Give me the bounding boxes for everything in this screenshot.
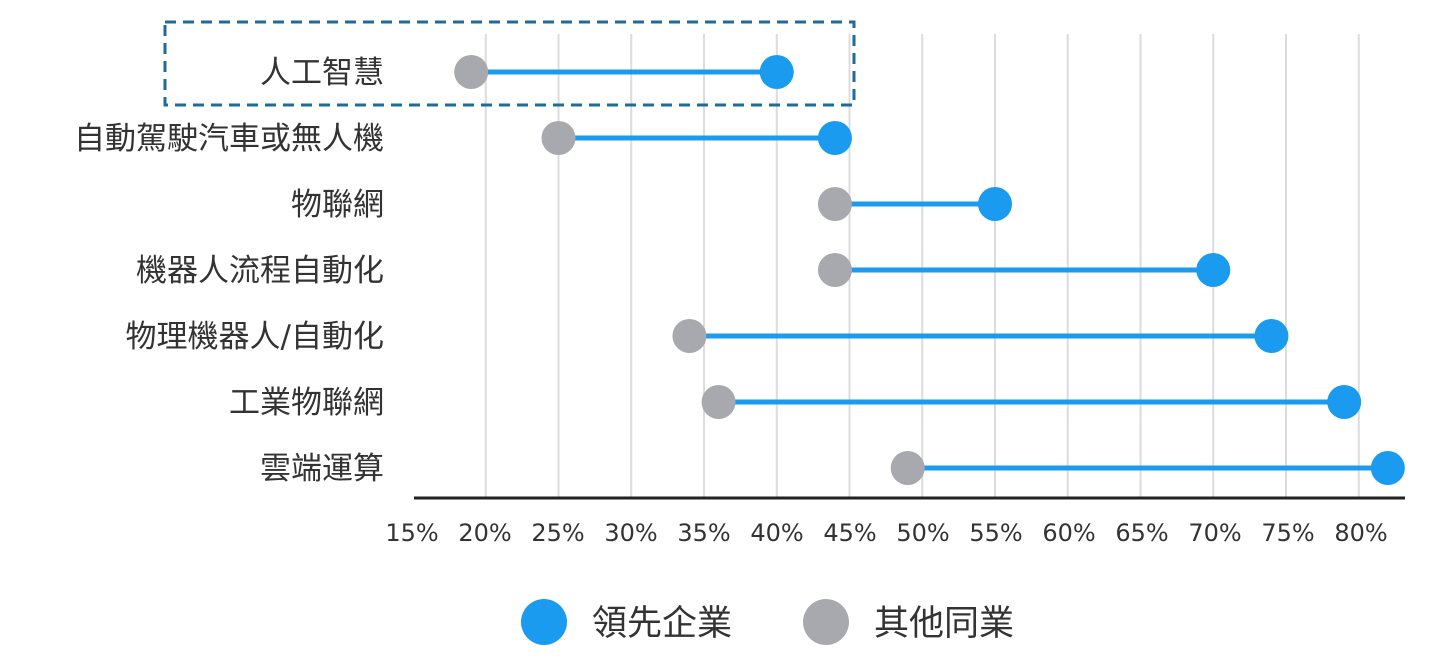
x-tick-label: 20% [458,519,511,547]
point-other-peers [672,319,707,353]
x-tick-label: 35% [677,519,730,547]
x-tick-label: 45% [823,519,876,547]
point-other-peers [541,121,576,155]
point-leading-firms [978,187,1012,221]
x-tick-label: 65% [1115,519,1168,547]
x-tick-label: 15% [385,519,438,547]
x-tick-label: 75% [1261,519,1314,547]
category-label: 物理機器人/自動化 [126,319,384,355]
category-label: 機器人流程自動化 [136,253,384,289]
legend-label-other: 其他同業 [874,604,1014,644]
category-label: 人工智慧 [260,55,384,91]
x-tick-label: 30% [604,519,657,547]
category-label: 物聯網 [291,187,384,223]
point-leading-firms [1370,451,1405,485]
point-other-peers [817,187,852,221]
category-label: 自動駕駛汽車或無人機 [74,121,384,157]
dumbbell-rows: 人工智慧自動駕駛汽車或無人機物聯網機器人流程自動化物理機器人/自動化工業物聯網雲… [74,55,1405,487]
point-leading-firms [759,55,794,89]
point-other-peers [701,385,736,419]
x-tick-label: 50% [896,519,949,547]
highlight-box-group [163,20,856,107]
x-tick-label: 80% [1334,519,1387,547]
legend-swatch-other [803,599,849,645]
point-other-peers [817,253,852,287]
category-label: 工業物聯網 [229,385,384,421]
x-tick-label: 70% [1188,519,1241,547]
category-label: 雲端運算 [260,451,384,487]
x-tick-label: 25% [531,519,584,547]
x-tick-label: 60% [1042,519,1095,547]
x-axis: 15% 20% 25% 30% 35% 40% 45% 50% 55% 60% 65% 70% 75% 8… [385,496,1405,547]
legend: 領先企業 其他同業 [521,599,1014,645]
point-leading-firms [1196,253,1231,287]
point-other-peers [890,451,925,485]
point-leading-firms [1254,319,1289,353]
legend-label-leading: 領先企業 [592,604,732,644]
point-leading-firms [817,121,852,155]
highlight-box [163,20,856,107]
point-leading-firms [1327,385,1362,419]
legend-swatch-leading [521,599,567,645]
x-tick-label: 40% [750,519,803,547]
x-tick-label: 55% [969,519,1022,547]
point-other-peers [454,55,489,89]
